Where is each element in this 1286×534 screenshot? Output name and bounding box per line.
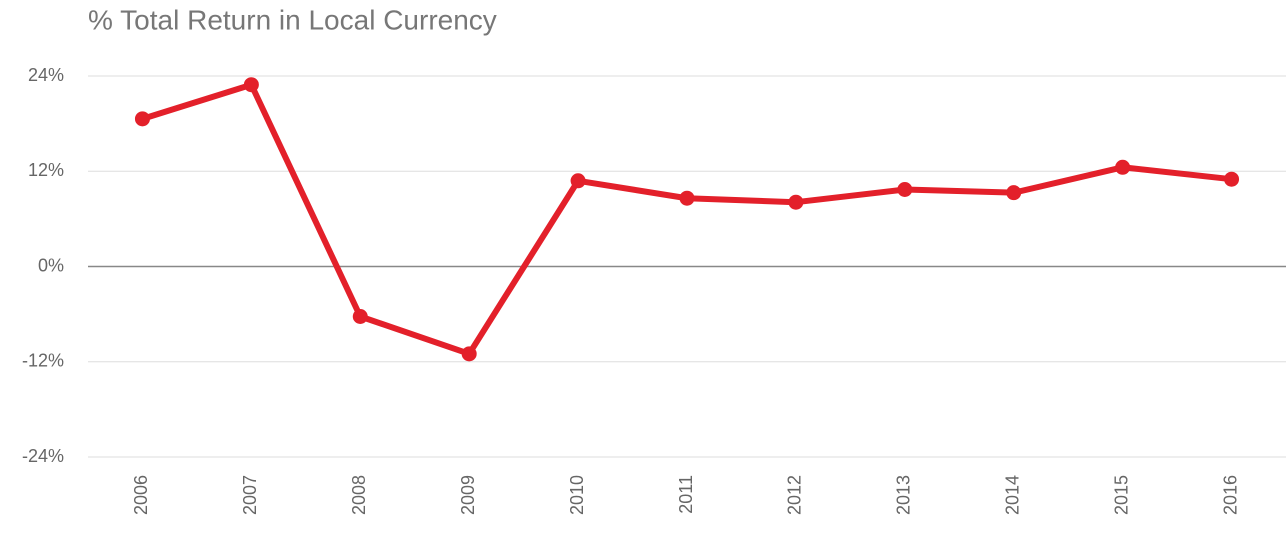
x-tick-label: 2016 <box>1220 475 1240 515</box>
marker <box>570 173 586 189</box>
x-tick-label: 2012 <box>785 475 805 515</box>
marker <box>461 346 477 362</box>
marker <box>788 194 804 210</box>
line <box>141 81 1232 357</box>
x-tick-label: 2010 <box>567 475 587 515</box>
marker <box>897 182 913 198</box>
marker <box>243 77 259 93</box>
marker <box>679 190 695 206</box>
y-tick-label: 12% <box>28 160 64 180</box>
x-tick-label: 2006 <box>131 475 151 515</box>
marker <box>1224 171 1240 187</box>
chart-title: % Total Return in Local Currency <box>88 4 497 35</box>
x-tick-label: 2009 <box>458 475 478 515</box>
x-tick-label: 2011 <box>676 475 696 514</box>
y-tick-label: 0% <box>38 255 64 275</box>
x-tick-label: 2007 <box>240 475 260 515</box>
x-tick-label: 2014 <box>1002 475 1022 515</box>
y-tick-label: -12% <box>22 351 64 371</box>
marker <box>134 111 150 127</box>
y-tick-label: 24% <box>28 65 64 85</box>
marker <box>1115 159 1131 175</box>
marker <box>1006 185 1022 201</box>
x-tick-label: 2015 <box>1111 475 1131 515</box>
marker <box>352 309 368 325</box>
y-tick-label: -24% <box>22 446 64 466</box>
x-tick-label: 2013 <box>894 475 914 515</box>
x-tick-label: 2008 <box>349 475 369 515</box>
